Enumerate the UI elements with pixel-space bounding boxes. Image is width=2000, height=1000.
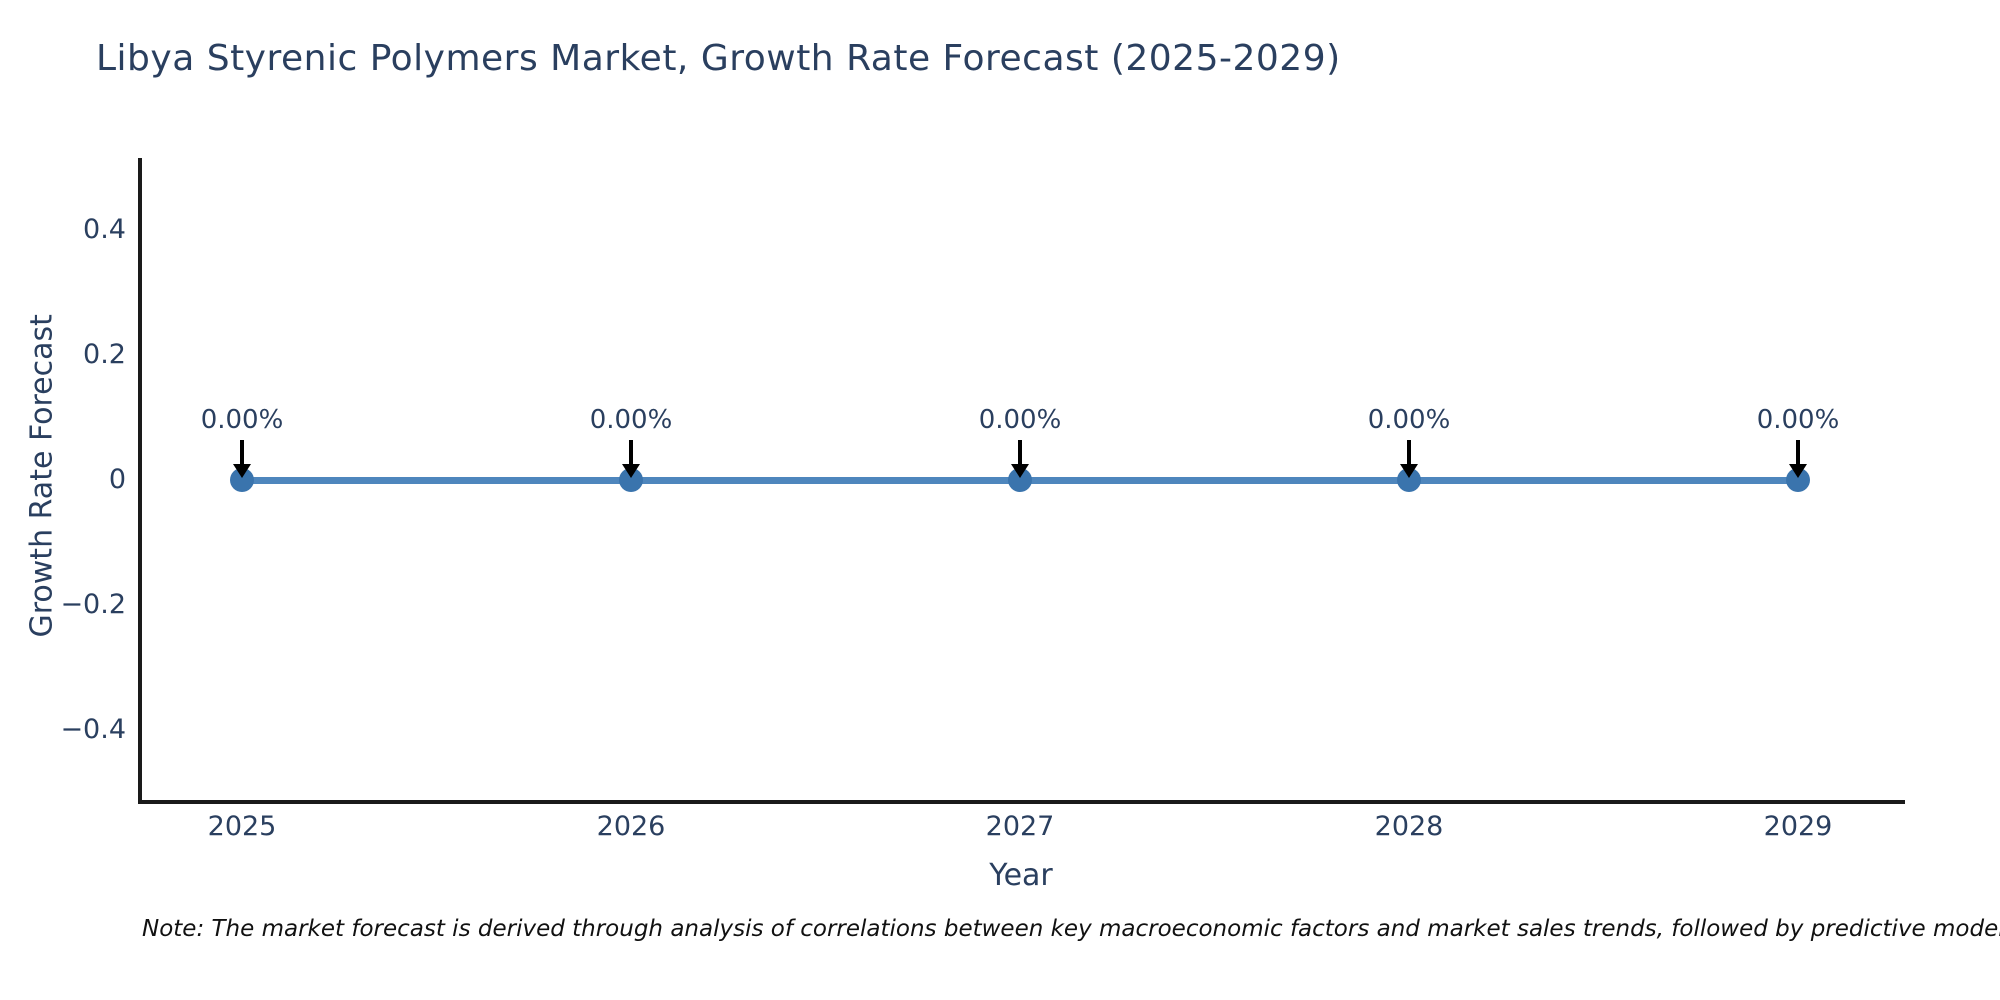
y-tick-label: 0 bbox=[108, 464, 126, 495]
annotation-arrow bbox=[1018, 440, 1022, 466]
point-annotation-label: 0.00% bbox=[589, 405, 673, 435]
x-axis-line bbox=[138, 800, 1905, 804]
y-tick-label: −0.4 bbox=[60, 714, 126, 745]
annotation-arrowhead-icon bbox=[1011, 464, 1029, 478]
y-tick-label: 0.2 bbox=[83, 339, 126, 370]
point-annotation-label: 0.00% bbox=[1756, 405, 1840, 435]
annotation-arrowhead-icon bbox=[233, 464, 251, 478]
point-annotation-label: 0.00% bbox=[978, 405, 1062, 435]
y-tick-label: −0.2 bbox=[60, 589, 126, 620]
x-axis-title: Year bbox=[989, 858, 1053, 893]
annotation-arrowhead-icon bbox=[1400, 464, 1418, 478]
point-annotation-label: 0.00% bbox=[1367, 405, 1451, 435]
annotation-arrow bbox=[240, 440, 244, 466]
y-axis-line bbox=[138, 158, 142, 804]
annotation-arrowhead-icon bbox=[1789, 464, 1807, 478]
x-tick-label: 2029 bbox=[1763, 811, 1833, 842]
chart-title: Libya Styrenic Polymers Market, Growth R… bbox=[96, 38, 1341, 79]
point-annotation-label: 0.00% bbox=[200, 405, 284, 435]
annotation-arrow bbox=[629, 440, 633, 466]
annotation-arrowhead-icon bbox=[622, 464, 640, 478]
annotation-arrow bbox=[1796, 440, 1800, 466]
footnote: Note: The market forecast is derived thr… bbox=[142, 916, 2000, 942]
y-tick-label: 0.4 bbox=[83, 214, 126, 245]
x-tick-label: 2025 bbox=[207, 811, 277, 842]
x-tick-label: 2028 bbox=[1374, 811, 1444, 842]
x-tick-label: 2027 bbox=[985, 811, 1055, 842]
x-tick-label: 2026 bbox=[596, 811, 666, 842]
annotation-arrow bbox=[1407, 440, 1411, 466]
